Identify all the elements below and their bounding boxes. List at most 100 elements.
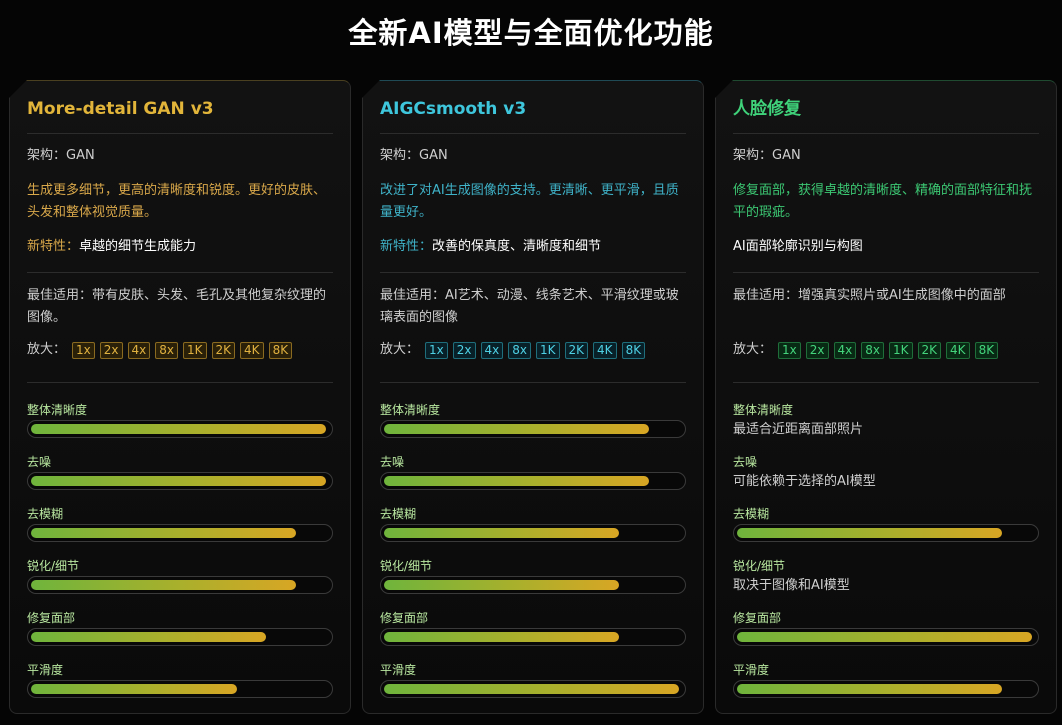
metric-note: 最适合近距离面部照片 bbox=[733, 422, 864, 437]
upscale-chip-1k[interactable]: 1K bbox=[889, 342, 913, 359]
architecture-text: 架构：GAN bbox=[733, 148, 801, 163]
metric-bar-fill bbox=[384, 476, 650, 486]
features-label: 新特性： bbox=[380, 239, 433, 254]
metric-bar bbox=[27, 628, 333, 646]
metric-row: 平滑度 bbox=[27, 663, 333, 714]
metric-note: 取决于图像和AI模型 bbox=[733, 578, 850, 593]
upscale-chip-2k[interactable]: 2K bbox=[564, 342, 589, 359]
metric-label: 去模糊 bbox=[733, 507, 770, 521]
upscale-chip-1k[interactable]: 1K bbox=[536, 342, 560, 359]
upscale-chip-2x[interactable]: 2x bbox=[452, 342, 476, 359]
upscale-chip-8k[interactable]: 8K bbox=[621, 342, 646, 359]
metric-row: 锐化/细节 bbox=[380, 559, 686, 611]
metric-bar-fill bbox=[31, 684, 237, 694]
upscale-chip-4x[interactable]: 4x bbox=[480, 342, 504, 359]
upscale-chip-8x[interactable]: 8x bbox=[861, 342, 885, 359]
upscale-chip-8x[interactable]: 8x bbox=[508, 342, 532, 359]
metric-label: 锐化/细节 bbox=[380, 559, 433, 573]
upscale-chip-8k[interactable]: 8K bbox=[974, 342, 999, 359]
metric-row: 整体清晰度最适合近距离面部照片 bbox=[733, 403, 1039, 455]
metric-label: 去模糊 bbox=[380, 507, 417, 521]
upscale-chip-4k[interactable]: 4K bbox=[593, 342, 617, 359]
metric-row: 修复面部 bbox=[27, 611, 333, 663]
metric-bar bbox=[380, 472, 686, 490]
architecture-text: 架构：GAN bbox=[380, 148, 448, 163]
metric-bar-fill bbox=[31, 528, 297, 538]
metrics-list: 整体清晰度最适合近距离面部照片去噪 可能依赖于选择的AI模型 去模糊锐化/细节 取决于… bbox=[733, 403, 1039, 714]
metric-label: 平滑度 bbox=[27, 663, 64, 677]
metric-label: 整体清晰度 bbox=[733, 403, 794, 417]
card-title: AIGCsmooth v3 bbox=[380, 81, 686, 134]
metric-label: 去噪 bbox=[27, 455, 52, 469]
metric-row: 锐化/细节 取决于图像和AI模型 bbox=[733, 559, 1039, 611]
metric-row: 去模糊 bbox=[380, 507, 686, 559]
upscale-chip-1x[interactable]: 1x bbox=[425, 342, 448, 359]
features-value: 改善的保真度、清晰度和细节 bbox=[432, 239, 602, 254]
upscale-chip-8k[interactable]: 8K bbox=[268, 342, 293, 359]
model-card-aigcsmooth: AIGCsmooth v3 架构：GAN 改进了对AI生成图像的支持。更清晰、更平滑… bbox=[362, 80, 704, 714]
upscale-chip-2k[interactable]: 2K bbox=[917, 342, 942, 359]
metric-bar bbox=[27, 472, 333, 490]
page-title: 全新AI模型与全面优化功能 bbox=[348, 16, 714, 50]
metric-bar bbox=[380, 628, 686, 646]
upscale-chip-8x[interactable]: 8x bbox=[155, 342, 179, 359]
metric-label: 整体清晰度 bbox=[27, 403, 88, 417]
metrics-list: 整体清晰度去噪去模糊 锐化/细节修复面部平滑度 bbox=[27, 403, 333, 714]
metric-bar-fill bbox=[31, 476, 327, 486]
best-for-text: 最佳适用：带有皮肤、头发、毛孔及其他复杂纹理的图像。 bbox=[27, 288, 327, 325]
upscale-chip-1x[interactable]: 1x bbox=[778, 342, 801, 359]
metric-bar-fill bbox=[384, 632, 620, 642]
model-card-more-detail-gan: More-detail GAN v3 架构：GAN 生成更多细节，更高的清晰度和锐度… bbox=[9, 80, 351, 714]
best-for-text: 最佳适用：增强真实照片或AI生成图像中的面部 bbox=[733, 288, 1006, 303]
metric-row: 整体清晰度 bbox=[380, 403, 686, 455]
metric-bar-fill bbox=[384, 684, 680, 694]
features-label: 新特性： bbox=[27, 239, 80, 254]
metric-row: 去模糊 bbox=[733, 507, 1039, 559]
metric-row: 修复面部 bbox=[380, 611, 686, 663]
upscale-chip-4x[interactable]: 4x bbox=[833, 342, 857, 359]
metric-bar bbox=[733, 628, 1039, 646]
metric-row: 平滑度 bbox=[733, 663, 1039, 714]
metric-bar bbox=[733, 680, 1039, 698]
metrics-list: 整体清晰度 去噪 去模糊 锐化/细节 修复面部 平滑度 bbox=[380, 403, 686, 714]
metric-bar bbox=[27, 680, 333, 698]
upscale-chip-4k[interactable]: 4K bbox=[946, 342, 970, 359]
upscale-label: 放大： bbox=[380, 342, 420, 357]
description-text: 改进了对AI生成图像的支持。更清晰、更平滑，且质量更好。 bbox=[380, 183, 679, 220]
metric-row: 整体清晰度 bbox=[27, 403, 333, 455]
metric-label: 修复面部 bbox=[380, 611, 429, 625]
upscale-chip-2k[interactable]: 2K bbox=[211, 342, 236, 359]
metric-label: 去噪 bbox=[733, 455, 758, 469]
metric-bar bbox=[733, 524, 1039, 542]
metric-label: 整体清晰度 bbox=[380, 403, 441, 417]
upscale-chip-2x[interactable]: 2x bbox=[805, 342, 829, 359]
metric-label: 修复面部 bbox=[27, 611, 76, 625]
metric-row: 去噪 可能依赖于选择的AI模型 bbox=[733, 455, 1039, 507]
upscale-chip-4x[interactable]: 4x bbox=[127, 342, 151, 359]
metric-bar bbox=[27, 576, 333, 594]
metric-bar-fill bbox=[737, 684, 1003, 694]
upscale-chip-4k[interactable]: 4K bbox=[240, 342, 264, 359]
upscale-chip-1k[interactable]: 1K bbox=[183, 342, 207, 359]
metric-bar-fill bbox=[384, 424, 650, 434]
upscale-chip-1x[interactable]: 1x bbox=[72, 342, 95, 359]
metric-bar-fill bbox=[737, 528, 1003, 538]
features-row: 新特性：卓越的细节生成能力 bbox=[27, 236, 333, 273]
upscale-row: 放大： 1x 2x 4x 8x 1K 2K 4K 8K bbox=[380, 340, 686, 383]
description-text: 修复面部，获得卓越的清晰度、精确的面部特征和抚平的瑕疵。 bbox=[733, 183, 1033, 220]
metric-bar-fill bbox=[31, 424, 327, 434]
model-card-face-restore: 人脸修复 架构：GAN 修复面部，获得卓越的清晰度、精确的面部特征和抚平的瑕疵。 AI… bbox=[715, 80, 1057, 714]
metric-bar bbox=[380, 420, 686, 438]
metric-label: 锐化/细节 bbox=[27, 559, 80, 573]
metric-row: 去模糊 bbox=[27, 507, 333, 559]
best-for-text: 最佳适用：AI艺术、动漫、线条艺术、平滑纹理或玻璃表面的图像 bbox=[380, 288, 679, 325]
features-row: AI面部轮廓识别与构图 bbox=[733, 236, 1039, 273]
metric-bar bbox=[380, 680, 686, 698]
metric-label: 修复面部 bbox=[733, 611, 782, 625]
upscale-chip-2x[interactable]: 2x bbox=[99, 342, 123, 359]
metric-bar bbox=[380, 524, 686, 542]
metric-bar-fill bbox=[31, 580, 297, 590]
description-text: 生成更多细节，更高的清晰度和锐度。更好的皮肤、头发和整体视觉质量。 bbox=[27, 183, 327, 220]
upscale-label: 放大： bbox=[733, 342, 773, 357]
card-title: More-detail GAN v3 bbox=[27, 81, 333, 134]
